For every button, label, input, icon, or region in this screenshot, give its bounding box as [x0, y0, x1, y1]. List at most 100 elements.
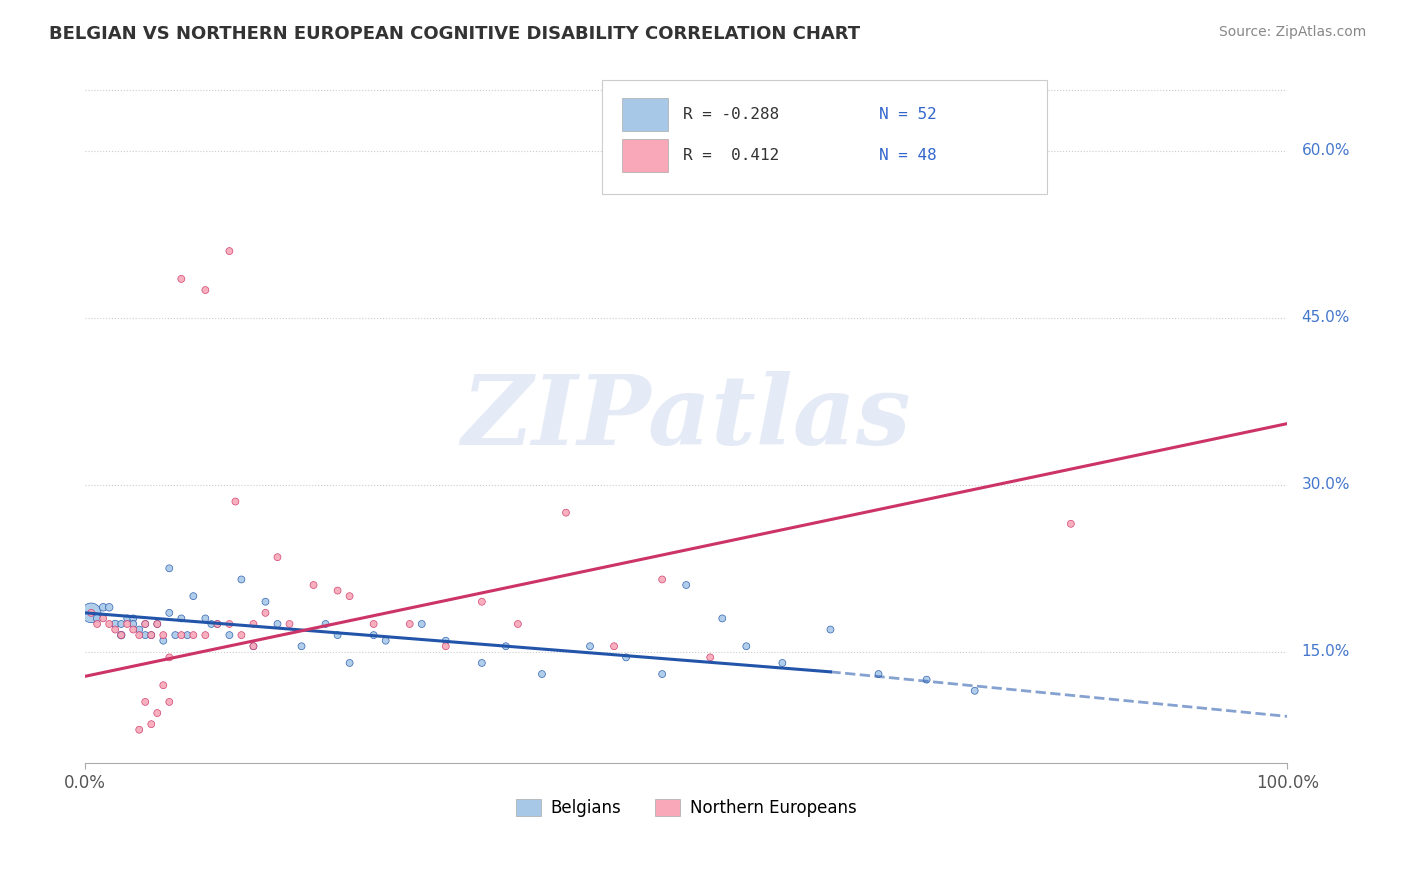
Point: [339, 656, 361, 670]
Point: [770, 656, 793, 670]
Point: [471, 656, 494, 670]
Point: [434, 639, 457, 653]
Point: [579, 639, 602, 653]
Point: [820, 623, 842, 637]
Text: N = 52: N = 52: [879, 107, 936, 122]
Point: [266, 617, 288, 632]
Point: [86, 611, 108, 625]
Point: [254, 606, 277, 620]
Legend: Belgians, Northern Europeans: Belgians, Northern Europeans: [509, 792, 863, 824]
Point: [254, 595, 277, 609]
Point: [651, 573, 673, 587]
Point: [506, 617, 529, 632]
Point: [207, 617, 229, 632]
Text: 30.0%: 30.0%: [1302, 477, 1350, 492]
Point: [152, 628, 174, 642]
Point: [242, 617, 264, 632]
Text: R = -0.288: R = -0.288: [682, 107, 779, 122]
Point: [194, 283, 217, 297]
Point: [915, 673, 938, 687]
Text: R =  0.412: R = 0.412: [682, 148, 779, 163]
Point: [278, 617, 301, 632]
Point: [266, 550, 288, 565]
Point: [110, 617, 132, 632]
Point: [104, 617, 127, 632]
Point: [231, 628, 253, 642]
Text: N = 48: N = 48: [879, 148, 936, 163]
Point: [651, 667, 673, 681]
Point: [194, 628, 217, 642]
Point: [134, 628, 156, 642]
Point: [80, 606, 103, 620]
Point: [115, 617, 138, 632]
Point: [134, 617, 156, 632]
Point: [326, 628, 349, 642]
Point: [339, 589, 361, 603]
Point: [398, 617, 420, 632]
Text: 60.0%: 60.0%: [1302, 144, 1350, 159]
Point: [170, 272, 193, 286]
Point: [374, 633, 396, 648]
Point: [315, 617, 337, 632]
Point: [614, 650, 637, 665]
Point: [242, 639, 264, 653]
Point: [302, 578, 325, 592]
Point: [110, 628, 132, 642]
Point: [152, 678, 174, 692]
FancyBboxPatch shape: [623, 98, 668, 131]
Point: [128, 723, 150, 737]
Point: [141, 628, 163, 642]
Point: [411, 617, 433, 632]
Point: [1060, 516, 1083, 531]
Point: [218, 617, 240, 632]
Point: [530, 667, 553, 681]
Point: [495, 639, 517, 653]
Point: [91, 600, 114, 615]
FancyBboxPatch shape: [602, 80, 1047, 194]
Point: [80, 606, 103, 620]
Point: [735, 639, 758, 653]
Point: [122, 623, 145, 637]
Point: [128, 628, 150, 642]
Point: [134, 617, 156, 632]
Point: [146, 706, 169, 720]
Point: [868, 667, 890, 681]
Point: [290, 639, 312, 653]
Point: [104, 623, 127, 637]
Point: [134, 695, 156, 709]
Point: [675, 578, 697, 592]
Point: [471, 595, 494, 609]
Point: [146, 617, 169, 632]
Point: [157, 695, 180, 709]
Point: [183, 628, 205, 642]
Point: [207, 617, 229, 632]
Point: [170, 611, 193, 625]
Text: 45.0%: 45.0%: [1302, 310, 1350, 326]
Point: [603, 639, 626, 653]
Point: [122, 617, 145, 632]
Text: 15.0%: 15.0%: [1302, 644, 1350, 659]
Point: [157, 561, 180, 575]
Point: [194, 611, 217, 625]
FancyBboxPatch shape: [623, 139, 668, 172]
Point: [363, 628, 385, 642]
Point: [128, 623, 150, 637]
Point: [326, 583, 349, 598]
Point: [183, 589, 205, 603]
Point: [141, 628, 163, 642]
Point: [224, 494, 246, 508]
Point: [110, 628, 132, 642]
Point: [98, 617, 121, 632]
Text: Source: ZipAtlas.com: Source: ZipAtlas.com: [1219, 25, 1367, 39]
Point: [122, 611, 145, 625]
Point: [98, 600, 121, 615]
Point: [146, 617, 169, 632]
Point: [963, 683, 986, 698]
Point: [157, 606, 180, 620]
Point: [170, 628, 193, 642]
Point: [218, 244, 240, 258]
Point: [200, 617, 222, 632]
Point: [434, 633, 457, 648]
Point: [152, 633, 174, 648]
Point: [231, 573, 253, 587]
